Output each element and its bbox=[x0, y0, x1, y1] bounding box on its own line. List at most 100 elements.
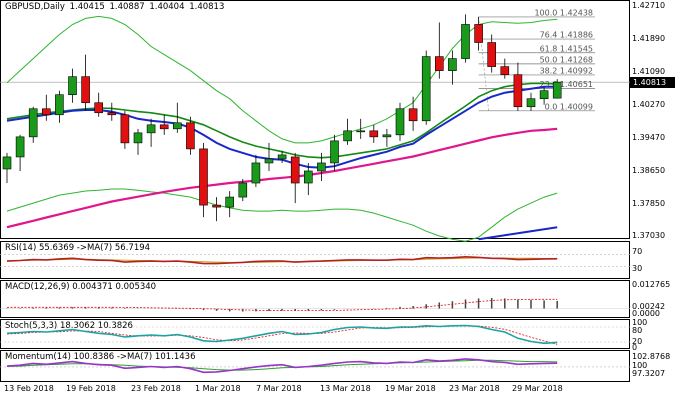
ma-long-line bbox=[478, 226, 558, 241]
fib-level-label: 23.6 1.40651 bbox=[540, 80, 593, 89]
candle-bear bbox=[474, 24, 483, 43]
price-chart-pane[interactable]: GBPUSD,Daily 1.40415 1.40887 1.40404 1.4… bbox=[0, 0, 630, 239]
fib-level-label: 76.4 1.41886 bbox=[540, 31, 593, 40]
macd-tick-zero: 0.0000 bbox=[632, 309, 660, 318]
candle-bull bbox=[238, 182, 248, 198]
rsi-tick-30: 30 bbox=[632, 264, 643, 273]
candle-bear bbox=[500, 66, 510, 75]
date-label: 19 Mar 2018 bbox=[385, 384, 436, 393]
stoch-label: Stoch(5,3,3) 18.3062 10.3826 bbox=[5, 321, 133, 331]
candle-bull bbox=[303, 170, 313, 184]
candle-bull bbox=[2, 156, 12, 170]
symbol-label: GBPUSD,Daily bbox=[5, 2, 65, 12]
candle-bull bbox=[461, 24, 470, 59]
candle-bull bbox=[225, 196, 234, 208]
candle-bull bbox=[343, 130, 352, 142]
rsi-tick-70: 70 bbox=[632, 247, 643, 256]
candle-bull bbox=[330, 140, 339, 164]
stoch-signal-line bbox=[6, 325, 558, 345]
price-tick: 1.41090 bbox=[632, 67, 666, 76]
candle-bull bbox=[251, 162, 261, 184]
candle-bull bbox=[264, 158, 274, 164]
bollinger-lower-line bbox=[6, 188, 558, 242]
stoch-tick-0: 0 bbox=[632, 343, 638, 352]
candle-bull bbox=[133, 132, 143, 144]
date-label: 19 Feb 2018 bbox=[66, 384, 116, 393]
fib-level-label: 0.0 1.40099 bbox=[545, 102, 593, 111]
candle-bear bbox=[487, 42, 497, 67]
low-value: 1.40404 bbox=[149, 2, 185, 12]
candle-bear bbox=[408, 108, 418, 122]
candle-bull bbox=[539, 90, 549, 100]
candle-bear bbox=[513, 74, 523, 108]
chart-header: GBPUSD,Daily 1.40415 1.40887 1.40404 1.4… bbox=[5, 2, 226, 12]
stoch-tick-80: 80 bbox=[632, 326, 643, 335]
open-value: 1.40415 bbox=[69, 2, 105, 12]
candle-bear bbox=[81, 76, 90, 104]
candle-bear bbox=[212, 204, 221, 208]
candle-bear bbox=[290, 156, 300, 184]
candle-bull bbox=[55, 94, 64, 116]
momentum-tick-bottom: 97.3207 bbox=[632, 369, 666, 378]
candle-bear bbox=[107, 112, 117, 116]
close-value: 1.40813 bbox=[189, 2, 225, 12]
candle-bull bbox=[526, 98, 536, 108]
ma-slow-line bbox=[6, 127, 558, 229]
candle-bear bbox=[41, 108, 51, 116]
candle-bull bbox=[448, 58, 457, 71]
candle-bear bbox=[120, 114, 130, 144]
fib-level-label: 100.0 1.42438 bbox=[534, 8, 593, 17]
rsi-label: RSI(14) 55.6369 ->MA(7) 56.7194 bbox=[5, 243, 151, 253]
candle-bear bbox=[186, 122, 195, 150]
date-label: 13 Feb 2018 bbox=[4, 384, 54, 393]
date-label: 7 Mar 2018 bbox=[256, 384, 302, 393]
fib-level-label: 61.8 1.41545 bbox=[540, 44, 593, 53]
candle-bull bbox=[146, 124, 156, 134]
candle-bull bbox=[552, 81, 562, 99]
candle-bull bbox=[421, 56, 431, 122]
current-price-badge: 1.40813 bbox=[630, 77, 675, 88]
candle-bull bbox=[382, 134, 392, 138]
date-label: 29 Mar 2018 bbox=[512, 384, 563, 393]
candle-bear bbox=[199, 148, 208, 206]
candle-bull bbox=[68, 76, 77, 96]
candle-bear bbox=[94, 102, 103, 114]
stoch-tick-100: 100 bbox=[632, 318, 648, 327]
price-tick: 1.40270 bbox=[632, 100, 666, 109]
price-tick: 1.41890 bbox=[632, 34, 666, 43]
momentum-tick-top: 102.8768 bbox=[632, 352, 671, 361]
date-label: 23 Feb 2018 bbox=[131, 384, 181, 393]
momentum-line bbox=[6, 358, 558, 374]
price-tick: 1.38650 bbox=[632, 166, 666, 175]
candle-bull bbox=[28, 108, 38, 138]
candle-bear bbox=[369, 130, 379, 138]
candle-bear bbox=[434, 56, 444, 71]
candle-bull bbox=[277, 154, 287, 160]
candle-bull bbox=[317, 162, 326, 172]
macd-tick-mid: 0.00242 bbox=[632, 302, 666, 311]
candle-bull bbox=[395, 108, 405, 136]
fib-level-label: 38.2 1.40992 bbox=[540, 66, 593, 75]
candle-bull bbox=[356, 130, 366, 133]
stoch-tick-20: 20 bbox=[632, 337, 643, 346]
momentum-label: Momentum(14) 100.8386 ->MA(7) 101.1436 bbox=[5, 352, 196, 362]
price-tick: 1.37030 bbox=[632, 231, 666, 240]
high-value: 1.40887 bbox=[109, 2, 145, 12]
date-label: 1 Mar 2018 bbox=[195, 384, 241, 393]
date-label: 23 Mar 2018 bbox=[449, 384, 500, 393]
rsi-line bbox=[6, 255, 558, 265]
macd-signal-line bbox=[7, 298, 558, 312]
price-tick: 1.39470 bbox=[632, 133, 666, 142]
momentum-tick-100: 100 bbox=[632, 361, 648, 370]
fib-level-label: 50.0 1.41268 bbox=[540, 55, 593, 64]
candle-bull bbox=[15, 136, 25, 158]
date-label: 13 Mar 2018 bbox=[320, 384, 371, 393]
candle-bull bbox=[173, 122, 182, 130]
stoch-main-line bbox=[6, 324, 558, 345]
macd-tick-top: 0.012765 bbox=[632, 280, 671, 289]
price-tick: 1.37850 bbox=[632, 199, 666, 208]
candle-bear bbox=[159, 124, 169, 130]
price-tick: 1.42710 bbox=[632, 1, 666, 10]
